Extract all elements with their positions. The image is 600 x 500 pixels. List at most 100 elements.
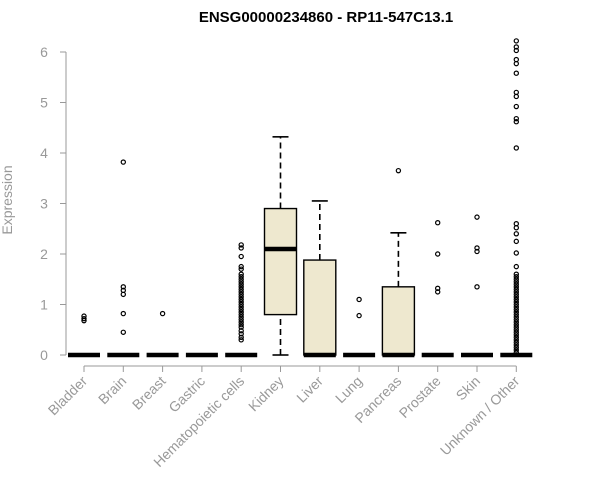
outlier-point <box>238 289 244 295</box>
outlier-point <box>513 44 520 50</box>
x-tick-label: Skin <box>453 373 484 404</box>
outlier-point <box>513 56 520 63</box>
outlier-point <box>159 310 166 317</box>
x-tick-label: Prostate <box>396 373 444 421</box>
box-skin <box>461 214 493 358</box>
box-body <box>263 207 298 316</box>
box-kidney <box>263 136 298 356</box>
y-tick-label: 6 <box>40 44 48 60</box>
chart-title: ENSG00000234860 - RP11-547C13.1 <box>199 9 453 26</box>
x-tick-label: Lung <box>332 373 365 406</box>
outlier-point <box>81 315 87 322</box>
outlier-point <box>120 284 127 290</box>
box-breast <box>146 310 179 358</box>
outlier-point <box>238 276 244 282</box>
outlier-point <box>435 289 441 295</box>
y-tick-label: 1 <box>40 297 48 313</box>
outlier-point <box>238 322 244 328</box>
x-tick-label: Bladder <box>45 373 91 419</box>
box-bladder <box>68 313 100 358</box>
outlier-point <box>474 248 480 255</box>
outlier-point <box>513 276 520 282</box>
outlier-point <box>238 296 244 303</box>
boxes-layer <box>68 38 533 358</box>
outlier-point <box>120 310 127 317</box>
y-tick-label: 3 <box>40 196 48 212</box>
outlier-point <box>513 327 520 333</box>
outlier-point <box>513 339 520 346</box>
outlier-point <box>238 337 244 343</box>
outlier-point <box>238 316 244 323</box>
outlier-point <box>238 281 244 287</box>
outlier-point <box>238 242 244 248</box>
outlier-point <box>513 271 520 277</box>
outlier-point <box>238 301 244 308</box>
outlier-point <box>238 324 244 330</box>
outlier-point <box>513 301 520 308</box>
box-prostate <box>421 219 454 358</box>
outlier-point <box>513 231 520 237</box>
x-tick-label: Breast <box>129 373 169 413</box>
outlier-point <box>513 329 520 335</box>
outlier-point <box>356 312 362 319</box>
outlier-point <box>513 306 520 313</box>
outlier-point <box>513 344 520 351</box>
outlier-point <box>513 289 520 295</box>
outlier-point <box>513 304 520 310</box>
outlier-point <box>435 219 441 226</box>
outlier-point <box>238 311 244 318</box>
outlier-point <box>238 304 244 310</box>
outlier-point <box>513 322 520 328</box>
box-hematopoietic-cells <box>225 242 258 358</box>
box-body <box>381 286 416 356</box>
outlier-point <box>513 238 520 245</box>
outlier-point <box>120 287 127 294</box>
outlier-point <box>474 284 480 290</box>
outlier-point <box>513 342 520 348</box>
outlier-point <box>513 294 520 300</box>
outlier-point <box>238 294 244 300</box>
outlier-point <box>238 274 244 280</box>
outlier-point <box>81 313 87 319</box>
outlier-point <box>513 286 520 293</box>
x-tick-label: Kidney <box>245 373 287 415</box>
outlier-point <box>474 245 480 251</box>
outlier-point <box>513 314 520 320</box>
outlier-point <box>238 309 244 315</box>
outlier-point <box>513 103 520 110</box>
outlier-point <box>238 328 244 334</box>
outlier-point <box>238 306 244 313</box>
outlier-point <box>513 118 520 125</box>
outlier-point <box>435 251 441 257</box>
outlier-point <box>513 284 520 290</box>
outlier-point <box>513 324 520 330</box>
box-brain <box>107 159 140 358</box>
outlier-point <box>513 291 520 298</box>
outlier-point <box>513 332 520 338</box>
outlier-point <box>238 286 244 293</box>
outlier-point <box>238 334 244 341</box>
y-axis: 0 1 2 3 4 5 6 <box>40 44 67 363</box>
outlier-point <box>513 309 520 315</box>
outlier-point <box>513 38 520 44</box>
y-tick-label: 4 <box>40 145 48 161</box>
outlier-point <box>238 266 244 272</box>
box-pancreas <box>381 167 416 358</box>
outlier-point <box>513 319 520 325</box>
outlier-point <box>238 314 244 320</box>
outlier-point <box>513 347 520 353</box>
y-tick-label: 0 <box>40 347 48 363</box>
outlier-point <box>513 220 520 227</box>
outlier-point <box>513 311 520 318</box>
outlier-point <box>513 299 520 305</box>
outlier-point <box>395 167 402 174</box>
outlier-point <box>513 337 520 343</box>
outlier-point <box>238 253 244 260</box>
outlier-point <box>513 334 520 341</box>
box-lung <box>343 296 376 358</box>
outlier-point <box>513 279 520 285</box>
outlier-point <box>474 214 480 220</box>
outlier-point <box>513 145 520 151</box>
outlier-point <box>513 47 520 54</box>
outlier-point <box>238 271 244 277</box>
